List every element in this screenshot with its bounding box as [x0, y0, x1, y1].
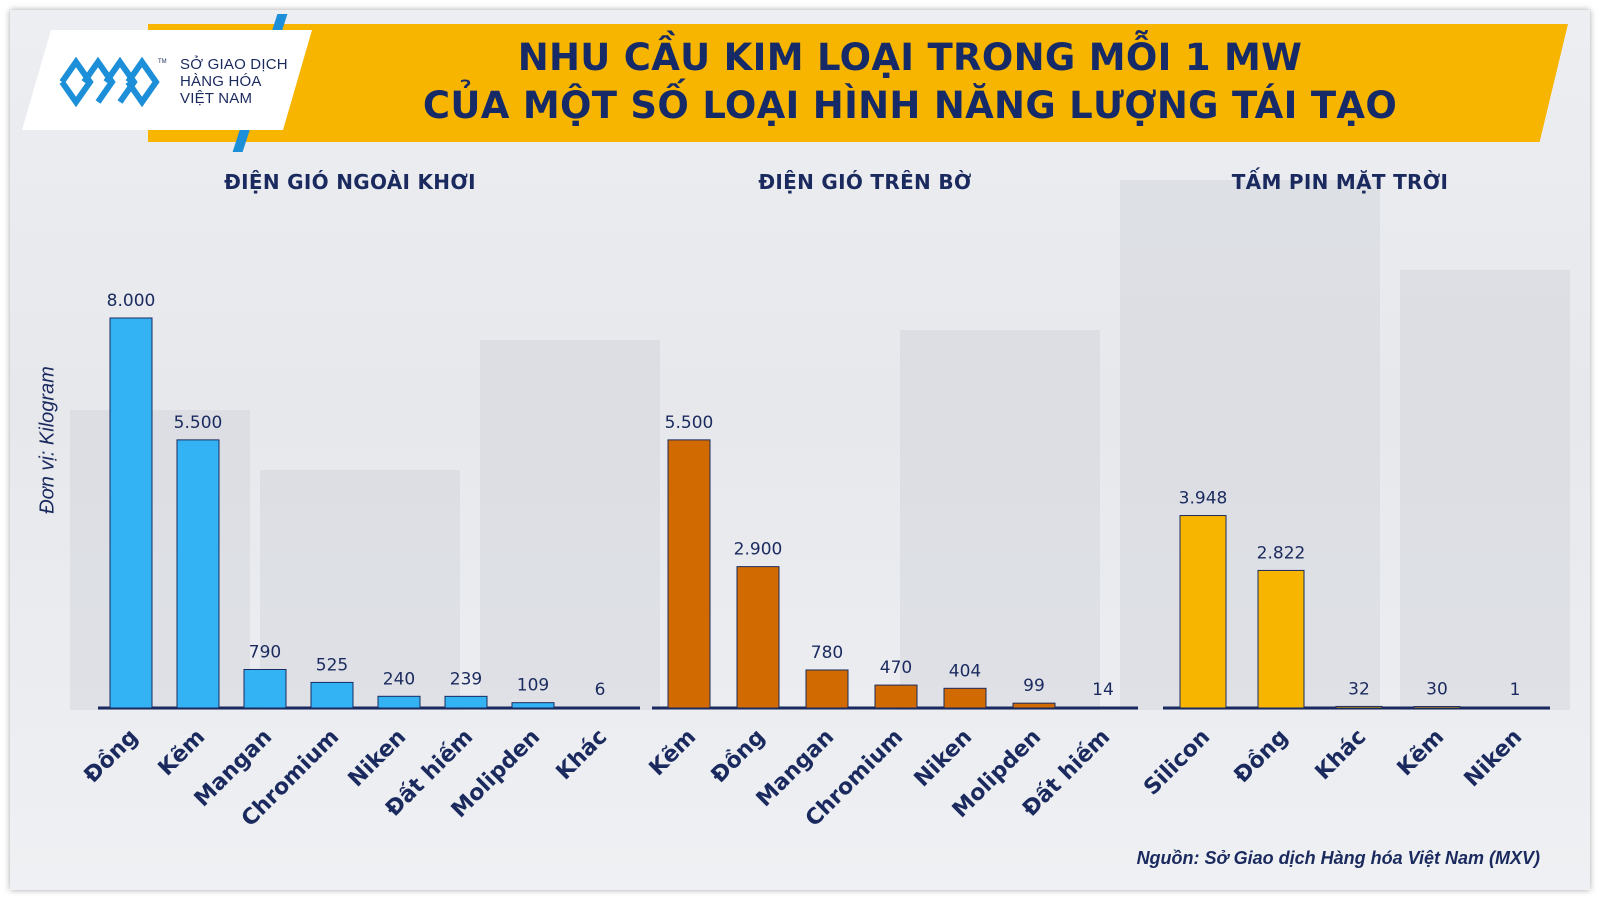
category-label: Kẽm [1393, 725, 1450, 782]
background-decoration [480, 340, 660, 710]
data-label: 5.500 [174, 413, 223, 433]
data-label: 404 [949, 661, 981, 681]
background-decoration [1400, 270, 1570, 710]
title-banner [148, 24, 1568, 142]
bar [1179, 515, 1227, 709]
category-label: Niken [344, 725, 412, 793]
bar [874, 684, 918, 709]
source-note: Nguồn: Sở Giao dịch Hàng hóa Việt Nam (M… [1136, 848, 1540, 868]
data-label: 3.948 [1179, 489, 1228, 509]
data-label: 239 [450, 669, 482, 689]
logo-line-3: VIỆT NAM [180, 90, 253, 107]
data-label: 8.000 [107, 291, 156, 311]
bar [243, 668, 287, 709]
bar [1081, 706, 1125, 709]
bar [1257, 569, 1305, 709]
bar [578, 706, 622, 709]
panel-title-solar: TẤM PIN MẶT TRỜI [1231, 170, 1449, 194]
background-decoration [260, 470, 460, 710]
bar [1413, 706, 1461, 709]
category-label: Kẽm [645, 725, 702, 782]
category-label: Niken [910, 725, 978, 793]
bar [943, 687, 987, 709]
data-label: 32 [1348, 679, 1370, 699]
bar [1491, 706, 1539, 709]
data-label: 240 [383, 669, 415, 689]
bar [310, 681, 354, 709]
category-label: Đồng [80, 725, 144, 789]
logo-line-2: HÀNG HÓA [180, 73, 262, 90]
data-label: 470 [880, 658, 912, 678]
category-label: Kẽm [154, 725, 211, 782]
data-label: 1 [1510, 680, 1521, 700]
background-decoration [70, 410, 250, 710]
bar [736, 566, 780, 709]
bar [511, 702, 555, 709]
logo-tm: TM [158, 59, 167, 65]
bar [377, 695, 421, 709]
bar [1335, 705, 1383, 709]
data-label: 790 [249, 642, 281, 662]
logo-box [22, 30, 312, 130]
panel-title-offshore: ĐIỆN GIÓ NGOÀI KHƠI [224, 170, 476, 194]
background-decoration [900, 330, 1100, 710]
category-label: Khác [552, 725, 613, 786]
data-label: 780 [811, 643, 843, 663]
data-label: 525 [316, 655, 348, 675]
category-label: Silicon [1139, 725, 1215, 801]
data-label: 2.822 [1257, 543, 1306, 563]
panel-title-onshore: ĐIỆN GIÓ TRÊN BỜ [758, 170, 972, 194]
bar [1012, 702, 1056, 709]
mxv-logo-icon: TM [59, 56, 167, 108]
logo-text: SỞ GIAO DỊCH HÀNG HÓA VIỆT NAM [180, 56, 310, 107]
data-label: 109 [517, 676, 549, 696]
background-decoration [1120, 180, 1380, 710]
data-label: 99 [1023, 676, 1045, 696]
data-label: 30 [1426, 680, 1448, 700]
category-label: Khác [1311, 725, 1372, 786]
bar [667, 439, 711, 709]
data-label: 6 [595, 680, 606, 700]
data-label: 2.900 [734, 540, 783, 560]
bar [805, 669, 849, 709]
category-label: Đồng [707, 725, 771, 789]
bar [176, 439, 220, 709]
bar [444, 695, 488, 709]
category-label: Niken [1460, 725, 1528, 793]
title-line-2: CỦA MỘT SỐ LOẠI HÌNH NĂNG LƯỢNG TÁI TẠO [422, 84, 1398, 127]
data-label: 14 [1092, 680, 1114, 700]
bar [109, 317, 153, 709]
title-line-1: NHU CẦU KIM LOẠI TRONG MỖI 1 MW [517, 36, 1303, 79]
page-title: NHU CẦU KIM LOẠI TRONG MỖI 1 MW CỦA MỘT … [360, 34, 1460, 130]
category-label: Đồng [1230, 725, 1294, 789]
infographic-frame [10, 10, 1590, 890]
logo-line-1: SỞ GIAO DỊCH [180, 56, 288, 73]
data-label: 5.500 [665, 413, 714, 433]
